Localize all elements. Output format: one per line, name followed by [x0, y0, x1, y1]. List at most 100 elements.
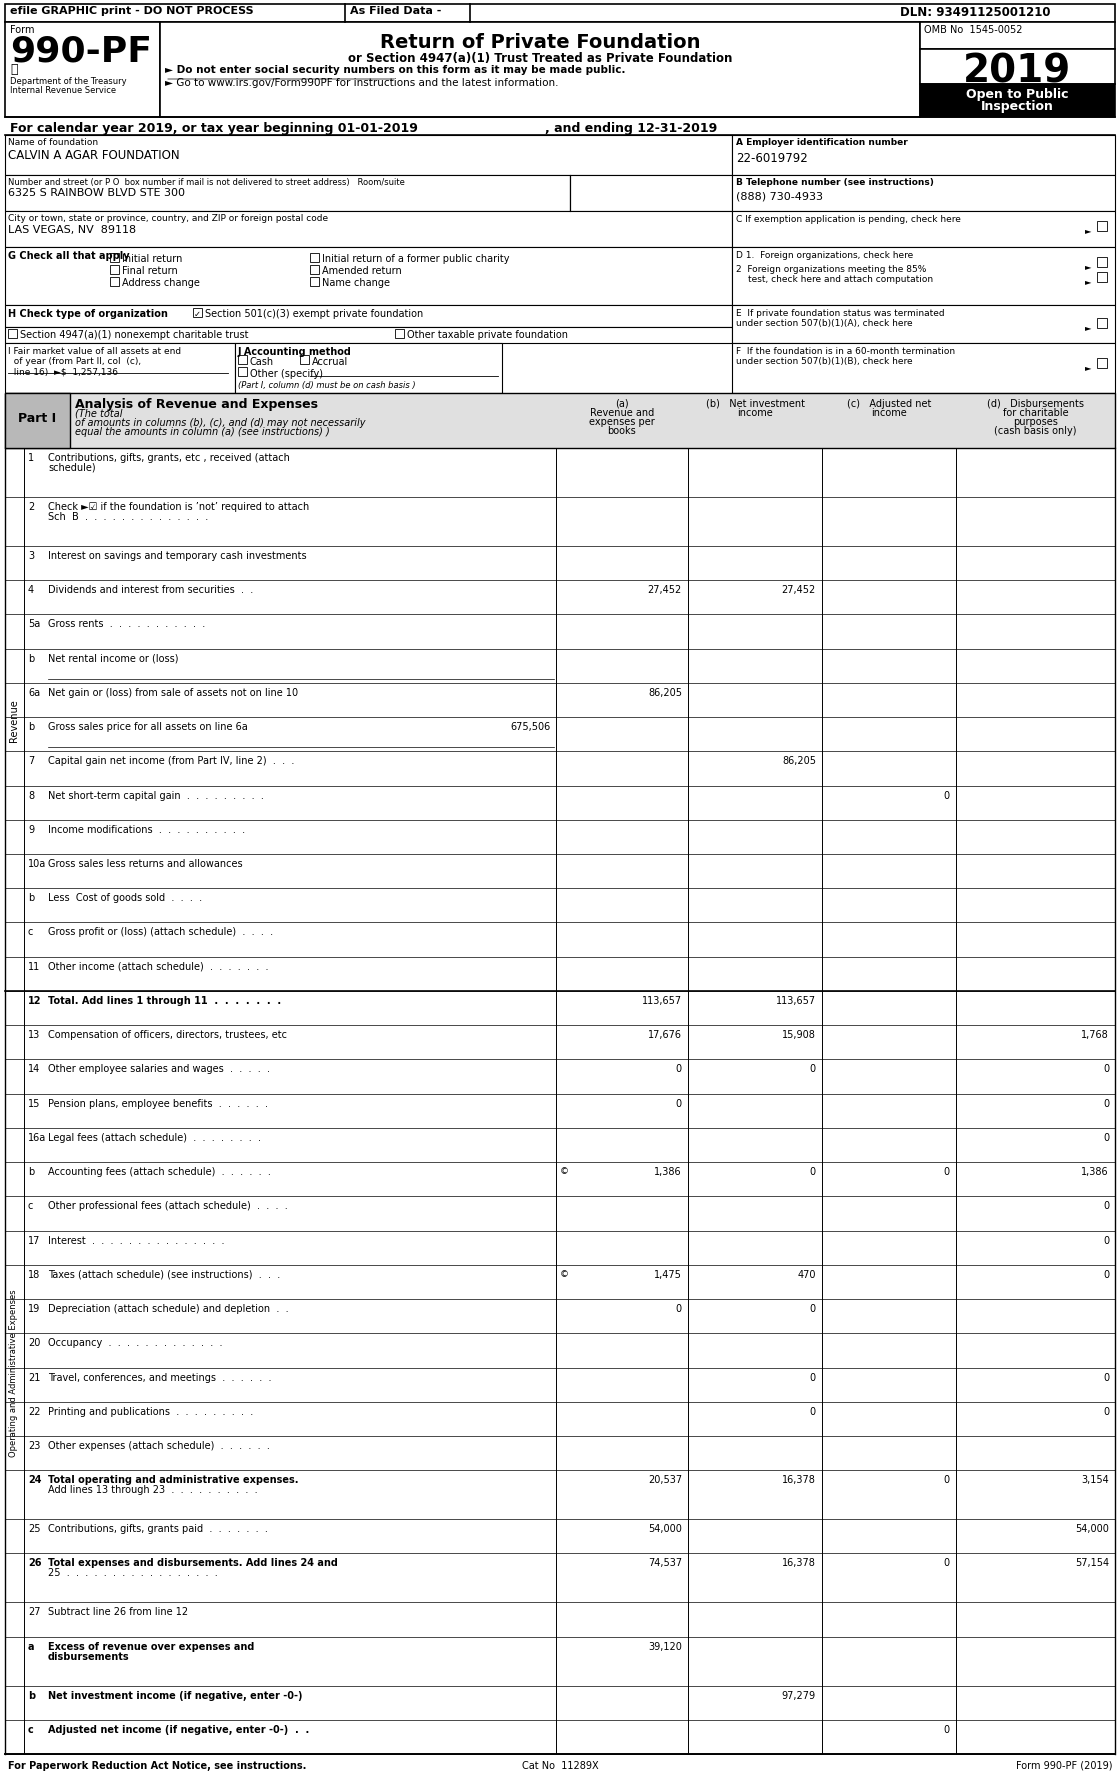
Text: 1: 1 — [28, 453, 34, 463]
Text: b: b — [28, 1689, 35, 1700]
Bar — [4, 394, 1116, 449]
Text: ► Do not enter social security numbers on this form as it may be made public.: ► Do not enter social security numbers o… — [165, 64, 625, 75]
Text: 470: 470 — [797, 1268, 816, 1279]
Text: 0: 0 — [675, 1304, 682, 1313]
Text: Depreciation (attach schedule) and depletion  .  .: Depreciation (attach schedule) and deple… — [48, 1304, 289, 1313]
Text: 990-PF: 990-PF — [10, 34, 152, 68]
Text: Printing and publications  .  .  .  .  .  .  .  .  .: Printing and publications . . . . . . . … — [48, 1406, 253, 1417]
Text: As Filed Data -: As Filed Data - — [349, 5, 441, 16]
Text: LAS VEGAS, NV  89118: LAS VEGAS, NV 89118 — [8, 225, 137, 234]
Text: 3,154: 3,154 — [1081, 1474, 1109, 1485]
Text: City or town, state or province, country, and ZIP or foreign postal code: City or town, state or province, country… — [8, 215, 328, 224]
Text: Section 501(c)(3) exempt private foundation: Section 501(c)(3) exempt private foundat… — [205, 309, 423, 318]
Text: Interest on savings and temporary cash investments: Interest on savings and temporary cash i… — [48, 551, 307, 560]
Text: (d)   Disbursements: (d) Disbursements — [987, 399, 1084, 408]
Bar — [4, 175, 570, 211]
Text: 57,154: 57,154 — [1075, 1558, 1109, 1567]
Bar — [732, 249, 1116, 306]
Text: Pension plans, employee benefits  .  .  .  .  .  .: Pension plans, employee benefits . . . .… — [48, 1098, 268, 1107]
Bar — [237, 356, 248, 365]
Text: 113,657: 113,657 — [642, 995, 682, 1005]
Text: Initial return: Initial return — [122, 254, 183, 263]
Bar — [732, 211, 1116, 249]
Text: 54,000: 54,000 — [648, 1524, 682, 1533]
Text: of amounts in columns (b), (c), and (d) may not necessarily: of amounts in columns (b), (c), and (d) … — [75, 419, 365, 428]
Text: G Check all that apply: G Check all that apply — [8, 250, 130, 261]
Text: Net gain or (loss) from sale of assets not on line 10: Net gain or (loss) from sale of assets n… — [48, 687, 298, 698]
Text: b: b — [28, 721, 35, 732]
Text: Return of Private Foundation: Return of Private Foundation — [380, 32, 700, 52]
Text: 20,537: 20,537 — [647, 1474, 682, 1485]
Text: 27,452: 27,452 — [647, 585, 682, 594]
Bar — [110, 277, 119, 286]
Text: line 16)  ►$  1,257,136: line 16) ►$ 1,257,136 — [8, 367, 118, 376]
Text: ►: ► — [1085, 277, 1092, 286]
Text: 18: 18 — [28, 1268, 40, 1279]
Text: b: b — [28, 653, 35, 664]
Text: (a): (a) — [615, 399, 628, 408]
Text: 27,452: 27,452 — [782, 585, 816, 594]
Text: 0: 0 — [1103, 1268, 1109, 1279]
Text: Travel, conferences, and meetings  .  .  .  .  .  .: Travel, conferences, and meetings . . . … — [48, 1372, 271, 1381]
Bar — [732, 343, 1116, 394]
Text: income: income — [871, 408, 907, 419]
Bar — [4, 211, 732, 249]
Text: 4: 4 — [28, 585, 34, 594]
Text: 3: 3 — [28, 551, 34, 560]
Text: Check ►☑ if the foundation is ’not’ required to attach: Check ►☑ if the foundation is ’not’ requ… — [48, 501, 309, 512]
Bar — [310, 277, 319, 286]
Text: 0: 0 — [675, 1098, 682, 1107]
Bar — [237, 369, 248, 377]
Text: Other expenses (attach schedule)  .  .  .  .  .  .: Other expenses (attach schedule) . . . .… — [48, 1440, 270, 1451]
Text: Gross profit or (loss) (attach schedule)  .  .  .  .: Gross profit or (loss) (attach schedule)… — [48, 927, 273, 937]
Text: 10a: 10a — [28, 859, 46, 868]
Text: Number and street (or P O  box number if mail is not delivered to street address: Number and street (or P O box number if … — [8, 177, 404, 186]
Text: 12: 12 — [28, 995, 41, 1005]
Bar — [732, 306, 1116, 343]
Bar — [310, 267, 319, 276]
Text: Open to Public: Open to Public — [965, 88, 1068, 100]
Text: ©: © — [560, 1166, 569, 1175]
Text: c: c — [28, 927, 34, 937]
Text: 0: 0 — [810, 1304, 816, 1313]
Text: 22: 22 — [28, 1406, 40, 1417]
Text: Subtract line 26 from line 12: Subtract line 26 from line 12 — [48, 1607, 188, 1617]
Text: 0: 0 — [944, 1558, 950, 1567]
Text: Other employee salaries and wages  .  .  .  .  .: Other employee salaries and wages . . . … — [48, 1064, 270, 1073]
Text: 1,386: 1,386 — [654, 1166, 682, 1177]
Text: ► Go to www.irs.gov/Form990PF for instructions and the latest information.: ► Go to www.irs.gov/Form990PF for instru… — [165, 79, 559, 88]
Text: for charitable: for charitable — [1002, 408, 1068, 419]
Text: 0: 0 — [1103, 1132, 1109, 1141]
Bar — [4, 249, 732, 306]
Text: Capital gain net income (from Part IV, line 2)  .  .  .: Capital gain net income (from Part IV, l… — [48, 755, 295, 766]
Text: Address change: Address change — [122, 277, 199, 288]
Text: Cash: Cash — [250, 356, 274, 367]
Text: 1,768: 1,768 — [1081, 1030, 1109, 1039]
Text: 7: 7 — [28, 755, 35, 766]
Text: A Employer identification number: A Employer identification number — [736, 138, 907, 147]
Text: 20: 20 — [28, 1338, 40, 1347]
Text: Adjusted net income (if negative, enter -0-)  .  .: Adjusted net income (if negative, enter … — [48, 1725, 309, 1734]
Text: 0: 0 — [810, 1064, 816, 1073]
Text: Net short-term capital gain  .  .  .  .  .  .  .  .  .: Net short-term capital gain . . . . . . … — [48, 791, 264, 800]
Text: E  If private foundation status was terminated: E If private foundation status was termi… — [736, 309, 944, 318]
Bar — [4, 394, 69, 449]
Text: Sch  B  .  .  .  .  .  .  .  .  .  .  .  .  .  .: Sch B . . . . . . . . . . . . . . — [48, 512, 208, 522]
Text: 6325 S RAINBOW BLVD STE 300: 6325 S RAINBOW BLVD STE 300 — [8, 188, 185, 199]
Text: 2: 2 — [28, 501, 35, 512]
Text: expenses per: expenses per — [589, 417, 655, 428]
Text: Gross sales price for all assets on line 6a: Gross sales price for all assets on line… — [48, 721, 248, 732]
Text: Form: Form — [10, 25, 35, 36]
Text: equal the amounts in column (a) (see instructions) ): equal the amounts in column (a) (see ins… — [75, 428, 329, 437]
Text: 0: 0 — [810, 1372, 816, 1381]
Text: Other professional fees (attach schedule)  .  .  .  .: Other professional fees (attach schedule… — [48, 1200, 288, 1211]
Text: 2  Foreign organizations meeting the 85%: 2 Foreign organizations meeting the 85% — [736, 265, 926, 274]
Text: Gross rents  .  .  .  .  .  .  .  .  .  .  .: Gross rents . . . . . . . . . . . — [48, 619, 205, 630]
Bar — [920, 50, 1116, 84]
Text: 1,386: 1,386 — [1082, 1166, 1109, 1177]
Text: Contributions, gifts, grants paid  .  .  .  .  .  .  .: Contributions, gifts, grants paid . . . … — [48, 1524, 268, 1533]
Text: Interest  .  .  .  .  .  .  .  .  .  .  .  .  .  .  .: Interest . . . . . . . . . . . . . . . — [48, 1234, 224, 1245]
Text: Gross sales less returns and allowances: Gross sales less returns and allowances — [48, 859, 243, 868]
Text: 0: 0 — [1103, 1098, 1109, 1107]
Bar — [110, 254, 119, 263]
